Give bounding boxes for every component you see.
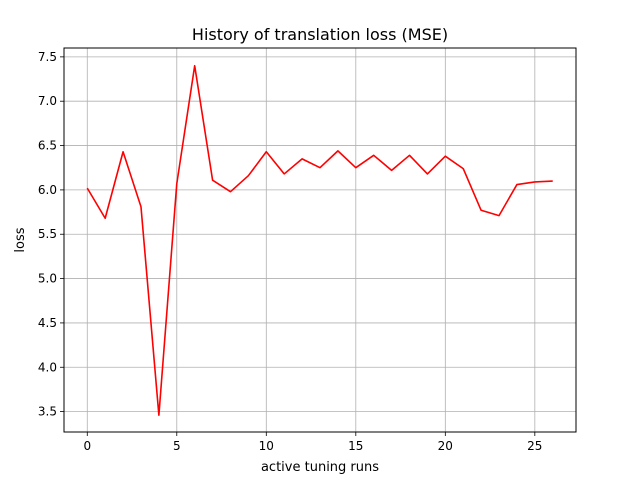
y-tick-label: 4.0 [38, 360, 57, 374]
x-tick-label: 0 [83, 439, 91, 453]
x-tick-label: 10 [259, 439, 274, 453]
y-tick-label: 4.5 [38, 316, 57, 330]
y-tick-label: 7.0 [38, 94, 57, 108]
x-tick-label: 25 [527, 439, 542, 453]
axes-frame [63, 47, 577, 433]
y-tick-label: 6.0 [38, 183, 57, 197]
ticks: 0 5 10 15 20 25 3.5 4.0 4.5 5.0 5.5 6.0 6.5 7.0 7.5 [38, 50, 543, 453]
series-layer [86, 64, 553, 416]
x-tick-label: 20 [438, 439, 453, 453]
y-tick-label: 3.5 [38, 405, 57, 419]
y-tick-label: 7.5 [38, 50, 57, 64]
y-tick-label: 5.0 [38, 272, 57, 286]
series-line [86, 64, 553, 416]
y-axis-label: loss [13, 227, 28, 252]
y-tick-label: 5.5 [38, 227, 57, 241]
y-tick-label: 6.5 [38, 139, 57, 153]
x-tick-label: 5 [173, 439, 181, 453]
chart-title: History of translation loss (MSE) [192, 25, 448, 44]
x-axis-label: active tuning runs [261, 460, 379, 475]
grid [64, 48, 576, 432]
x-tick-label: 15 [348, 439, 363, 453]
